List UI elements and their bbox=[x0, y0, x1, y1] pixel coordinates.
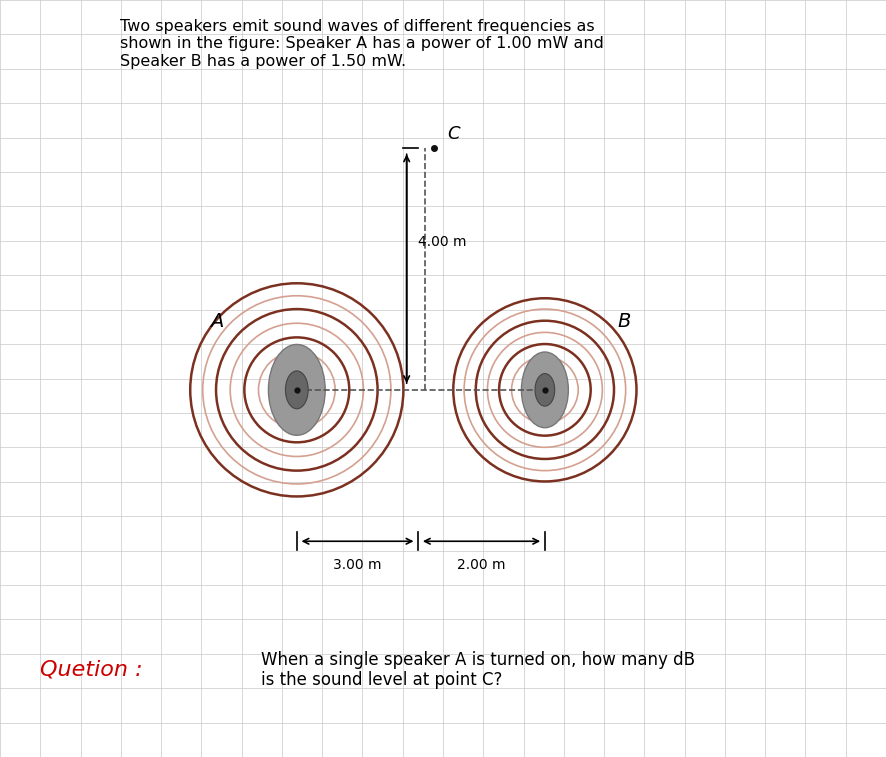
Ellipse shape bbox=[285, 371, 308, 409]
Ellipse shape bbox=[522, 352, 568, 428]
Ellipse shape bbox=[268, 344, 325, 435]
Text: Two speakers emit sound waves of different frequencies as
shown in the figure: S: Two speakers emit sound waves of differe… bbox=[120, 19, 603, 69]
Ellipse shape bbox=[535, 373, 555, 406]
Text: 2.00 m: 2.00 m bbox=[457, 558, 506, 572]
Text: Quetion :: Quetion : bbox=[40, 660, 143, 680]
Text: B: B bbox=[618, 312, 632, 332]
Text: C: C bbox=[447, 125, 460, 143]
Text: A: A bbox=[210, 312, 224, 332]
Text: When a single speaker A is turned on, how many dB
is the sound level at point C?: When a single speaker A is turned on, ho… bbox=[261, 650, 696, 690]
Text: 3.00 m: 3.00 m bbox=[333, 558, 382, 572]
Text: 4.00 m: 4.00 m bbox=[418, 235, 467, 249]
